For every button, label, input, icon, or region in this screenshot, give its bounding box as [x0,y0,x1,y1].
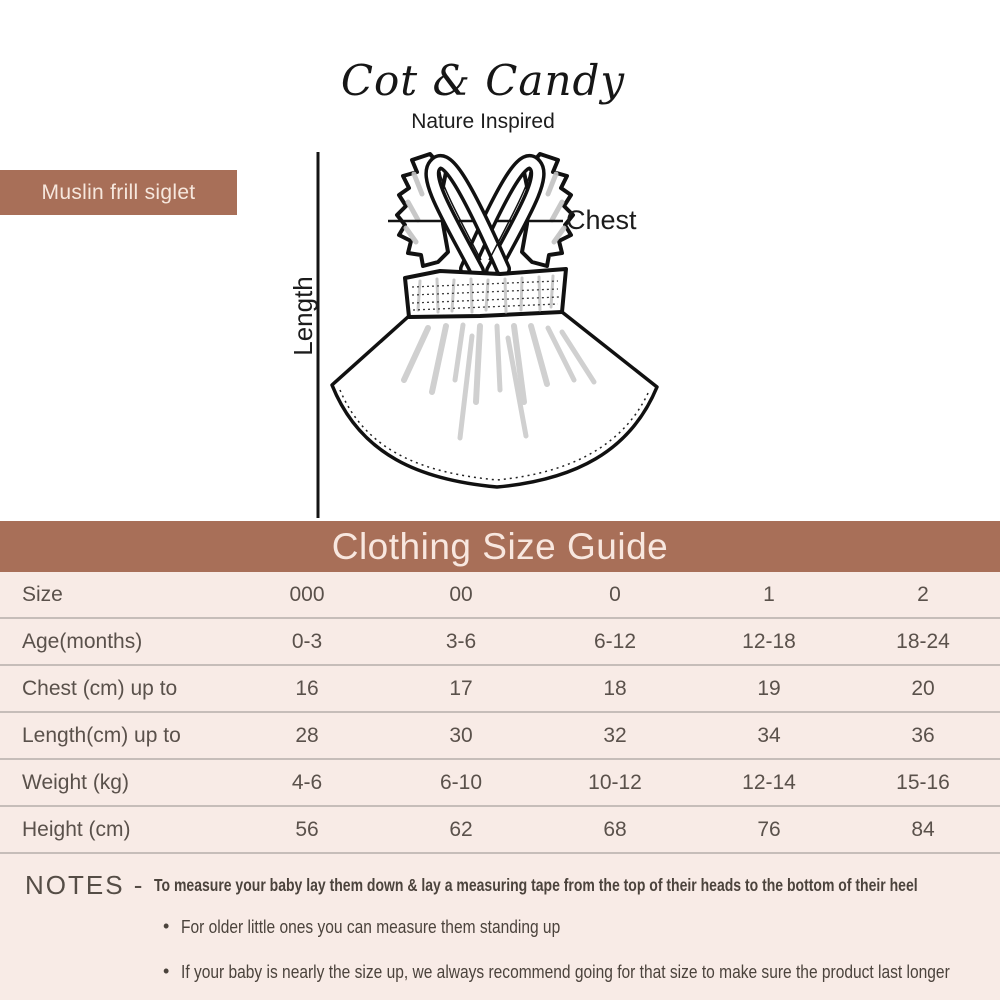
cell: 6-10 [439,770,483,794]
cell: 20 [911,676,935,700]
cell: 34 [757,723,781,747]
cell: 00 [449,582,473,606]
cell: 18 [603,676,627,700]
row-label: Weight (kg) [22,770,129,794]
bullet-text: For older little ones you can measure th… [181,916,561,937]
table-row-age: Age(months) 0-3 3-6 6-12 12-18 18-24 [0,619,1000,666]
size-table: Size 000 00 0 1 2 Age(months) 0-3 3-6 6-… [0,572,1000,854]
left-wing-shading [403,171,425,245]
cell: 19 [757,676,781,700]
notes-bullet-2: • If your baby is nearly the size up, we … [163,961,1000,983]
size-guide-banner: Clothing Size Guide [0,521,1000,572]
cell: 17 [449,676,473,700]
table-row-length: Length(cm) up to 28 30 32 34 36 [0,713,1000,760]
row-label: Height (cm) [22,817,131,841]
cell: 4-6 [291,770,323,794]
cell: 16 [295,676,319,700]
crossed-straps [424,154,546,279]
smocked-band [403,267,568,319]
chest-label: Chest [566,205,637,235]
table-row-height: Height (cm) 56 62 68 76 84 [0,807,1000,854]
brand-tagline: Nature Inspired [411,110,555,134]
cell: 56 [295,817,319,841]
cell: 2 [917,582,929,606]
row-label: Length(cm) up to [22,723,181,747]
cell: 000 [289,582,325,606]
cell: 84 [911,817,935,841]
product-name-label: Muslin frill siglet [0,170,237,215]
cell: 32 [603,723,627,747]
brand-block: Cot & Candy Nature Inspired [233,56,733,134]
cell: 28 [295,723,319,747]
cell: 68 [603,817,627,841]
cell: 0-3 [291,629,323,653]
cell: 15-16 [896,770,950,794]
cell: 36 [911,723,935,747]
row-label: Chest (cm) up to [22,676,178,700]
cell: 3-6 [445,629,477,653]
notes-lead-text: To measure your baby lay them down & lay… [154,875,919,895]
band-stitch-lines [411,280,560,311]
cell: 12-14 [742,770,796,794]
skirt-outline [330,310,659,489]
skirt-shading [401,322,597,441]
cell: 0 [609,582,621,606]
right-wing-shading [545,171,567,245]
cell: 62 [449,817,473,841]
cell: 12-18 [742,629,796,653]
bullet-text: If your baby is nearly the size up, we a… [181,961,951,982]
brand-logo: Cot & Candy [340,56,626,105]
table-row-chest: Chest (cm) up to 16 17 18 19 20 [0,666,1000,713]
dress-diagram-illustration [316,152,659,518]
cell: 10-12 [588,770,642,794]
bullet-icon: • [163,961,170,981]
notes-heading: NOTES - [25,870,145,900]
table-row-weight: Weight (kg) 4-6 6-10 10-12 12-14 15-16 [0,760,1000,807]
cell: 76 [757,817,781,841]
cell: 30 [449,723,473,747]
cell: 18-24 [896,629,950,653]
row-label: Size [22,582,63,606]
row-label: Age(months) [22,629,143,653]
cell: 6-12 [593,629,637,653]
bottom-panel [0,572,1000,1000]
cell: 1 [763,582,775,606]
table-row-size: Size 000 00 0 1 2 [0,572,1000,619]
notes-heading-line: NOTES - To measure your baby lay them dow… [25,870,1000,901]
bullet-icon: • [163,916,170,936]
notes-bullet-1: • For older little ones you can measure t… [163,916,633,938]
length-label: Length [287,276,318,356]
skirt-hem-stitch [339,389,650,481]
